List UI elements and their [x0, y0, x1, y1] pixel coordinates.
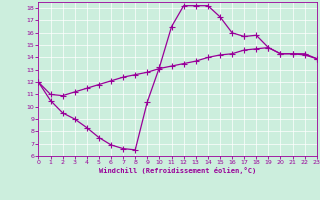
X-axis label: Windchill (Refroidissement éolien,°C): Windchill (Refroidissement éolien,°C): [99, 167, 256, 174]
